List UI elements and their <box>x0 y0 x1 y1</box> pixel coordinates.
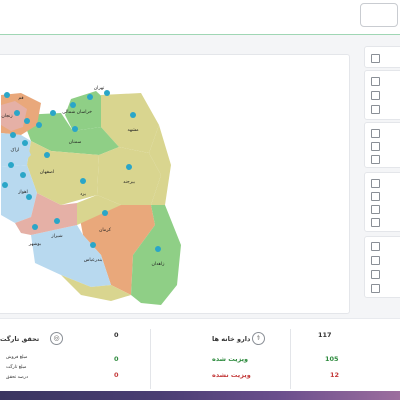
filter-sidebar <box>364 46 400 298</box>
filter-checkbox[interactable] <box>371 284 380 293</box>
pin-icon[interactable] <box>14 110 20 116</box>
filter-checkbox[interactable] <box>371 205 380 214</box>
filter-checkbox[interactable] <box>371 105 380 114</box>
top-bar <box>0 0 400 35</box>
pin-icon[interactable] <box>24 118 30 124</box>
visited-count: 105 <box>325 355 339 363</box>
target-icon: ◎ <box>50 332 63 345</box>
province-yazd[interactable] <box>97 147 161 205</box>
province-south-khorasan[interactable] <box>149 125 171 205</box>
map-card: تهران قم خراسان شمالی مشهد سمنان اصفهان … <box>0 54 350 314</box>
map-label: قم <box>18 96 23 101</box>
sale-amount-value: 0 <box>114 355 119 363</box>
map-label: بیرجند <box>123 180 135 185</box>
top-action-button[interactable] <box>360 3 398 27</box>
province-khuzestan[interactable] <box>1 165 37 223</box>
filter-checkbox[interactable] <box>371 256 380 265</box>
pin-icon[interactable] <box>22 140 28 146</box>
filter-group <box>364 70 400 120</box>
target-label: تحقق تارگت <box>0 335 40 343</box>
pin-icon[interactable] <box>155 246 161 252</box>
divider <box>290 329 291 389</box>
filter-checkbox[interactable] <box>371 179 380 188</box>
province-khorasan-razavi[interactable] <box>101 93 159 153</box>
map-label: بوشهر <box>28 242 41 247</box>
province-hormozgan[interactable] <box>61 275 131 301</box>
not-visited-label: ویزیت نشده <box>212 371 251 379</box>
map-label: بندرعباس <box>84 258 102 263</box>
province-kerman[interactable] <box>77 203 155 295</box>
filter-checkbox[interactable] <box>371 155 380 164</box>
pin-icon[interactable] <box>70 102 76 108</box>
pin-icon[interactable] <box>44 152 50 158</box>
taskbar <box>0 391 400 400</box>
pin-icon[interactable] <box>130 112 136 118</box>
map-label: سمنان <box>69 140 82 145</box>
filter-checkbox[interactable] <box>371 142 380 151</box>
filter-checkbox[interactable] <box>371 192 380 201</box>
percent-label: درصد تحقق <box>6 375 28 380</box>
map-pins <box>2 90 161 252</box>
houses-count: 117 <box>318 331 332 339</box>
filter-group <box>364 122 400 168</box>
filter-checkbox[interactable] <box>371 54 380 63</box>
target-amount-label: مبلغ تارگت <box>6 365 27 370</box>
map-label: اهواز <box>17 190 28 195</box>
pin-icon[interactable] <box>50 110 56 116</box>
stats-panel: 117 دارو خانه ها ⚕ 105 ویزیت شده 12 ویزی… <box>0 318 400 401</box>
pin-icon[interactable] <box>126 164 132 170</box>
province-qom[interactable] <box>9 141 31 165</box>
pin-icon[interactable] <box>26 194 32 200</box>
province-semnan[interactable] <box>21 113 119 155</box>
map-label: تهران <box>94 86 105 91</box>
houses-label: دارو خانه ها <box>212 335 251 343</box>
pin-icon[interactable] <box>2 182 8 188</box>
pin-icon[interactable] <box>102 210 108 216</box>
map-label: کرمان <box>99 227 112 233</box>
filter-checkbox[interactable] <box>371 270 380 279</box>
sale-amount-label: مبلغ فروش <box>6 355 28 360</box>
pin-icon[interactable] <box>104 90 110 96</box>
pin-icon[interactable] <box>87 94 93 100</box>
not-visited-count: 12 <box>330 371 340 379</box>
map-label: یزد <box>80 192 87 197</box>
pin-icon[interactable] <box>4 92 10 98</box>
province-khorasan-north[interactable] <box>65 91 111 131</box>
map-label: اراک <box>11 146 20 153</box>
filter-group <box>364 236 400 298</box>
filter-checkbox[interactable] <box>371 91 380 100</box>
province-fars[interactable] <box>31 225 111 287</box>
pin-icon[interactable] <box>90 242 96 248</box>
filter-checkbox[interactable] <box>371 242 380 251</box>
province-kohgiluyeh[interactable] <box>15 193 77 235</box>
pin-icon[interactable] <box>8 162 14 168</box>
filter-checkbox[interactable] <box>371 129 380 138</box>
pin-icon[interactable] <box>20 172 26 178</box>
target-amount-value: 0 <box>114 371 119 379</box>
iran-map: تهران قم خراسان شمالی مشهد سمنان اصفهان … <box>1 86 181 305</box>
divider <box>150 329 151 389</box>
pin-icon[interactable] <box>32 224 38 230</box>
map-label: مشهد <box>127 128 139 133</box>
pin-icon[interactable] <box>10 132 16 138</box>
province-zanjan[interactable] <box>1 101 27 131</box>
pin-icon[interactable] <box>72 126 78 132</box>
province-sistan[interactable] <box>131 205 181 305</box>
target-count: 0 <box>114 331 119 339</box>
filter-checkbox[interactable] <box>371 77 380 86</box>
map-label: خراسان شمالی <box>62 110 92 115</box>
map-label: زاهدان <box>152 262 165 267</box>
province-yazd-south[interactable] <box>77 195 121 225</box>
map-label: زنجان <box>1 114 12 119</box>
map-label: شیراز <box>50 234 62 239</box>
pin-icon[interactable] <box>80 178 86 184</box>
pin-icon[interactable] <box>54 218 60 224</box>
pin-icon[interactable] <box>36 122 42 128</box>
filter-group <box>364 46 400 68</box>
filter-group <box>364 172 400 232</box>
visited-label: ویزیت شده <box>212 355 249 363</box>
filter-checkbox[interactable] <box>371 218 380 227</box>
pharmacy-icon: ⚕ <box>252 332 265 345</box>
map-label: اصفهان <box>40 170 54 175</box>
